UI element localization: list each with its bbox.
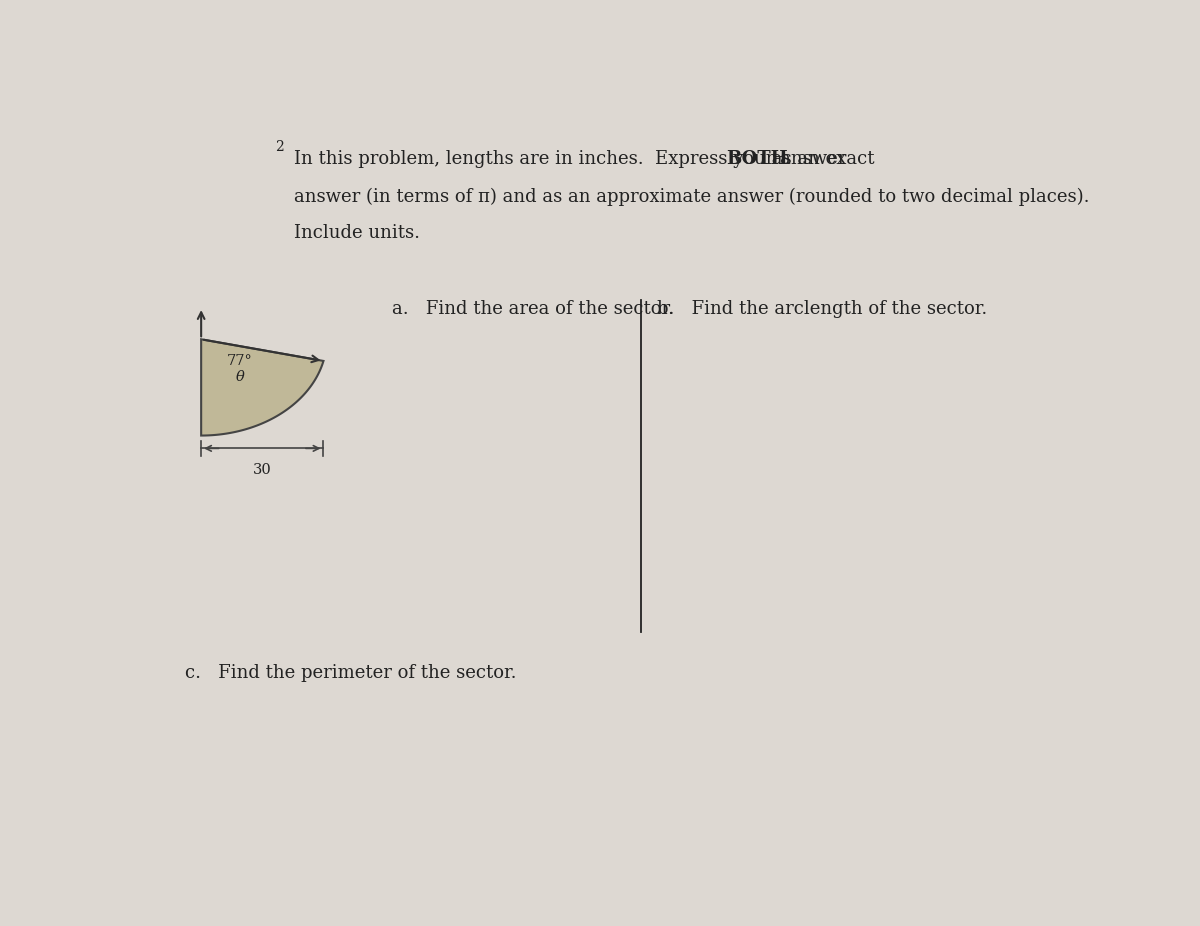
Text: 2: 2 xyxy=(276,140,284,154)
Text: a.   Find the area of the sector.: a. Find the area of the sector. xyxy=(391,300,674,318)
Text: answer (in terms of π) and as an approximate answer (rounded to two decimal plac: answer (in terms of π) and as an approxi… xyxy=(294,187,1090,206)
Text: In this problem, lengths are in inches.  Express your answer: In this problem, lengths are in inches. … xyxy=(294,150,852,169)
Polygon shape xyxy=(202,339,324,435)
Text: c.   Find the perimeter of the sector.: c. Find the perimeter of the sector. xyxy=(185,664,517,682)
Text: as an exact: as an exact xyxy=(766,150,874,169)
Text: θ: θ xyxy=(236,370,245,384)
Text: b.   Find the arclength of the sector.: b. Find the arclength of the sector. xyxy=(656,300,988,318)
Text: BOTH: BOTH xyxy=(727,150,788,169)
Text: Include units.: Include units. xyxy=(294,224,420,243)
Text: 77°: 77° xyxy=(227,354,253,368)
Text: 30: 30 xyxy=(253,463,271,477)
